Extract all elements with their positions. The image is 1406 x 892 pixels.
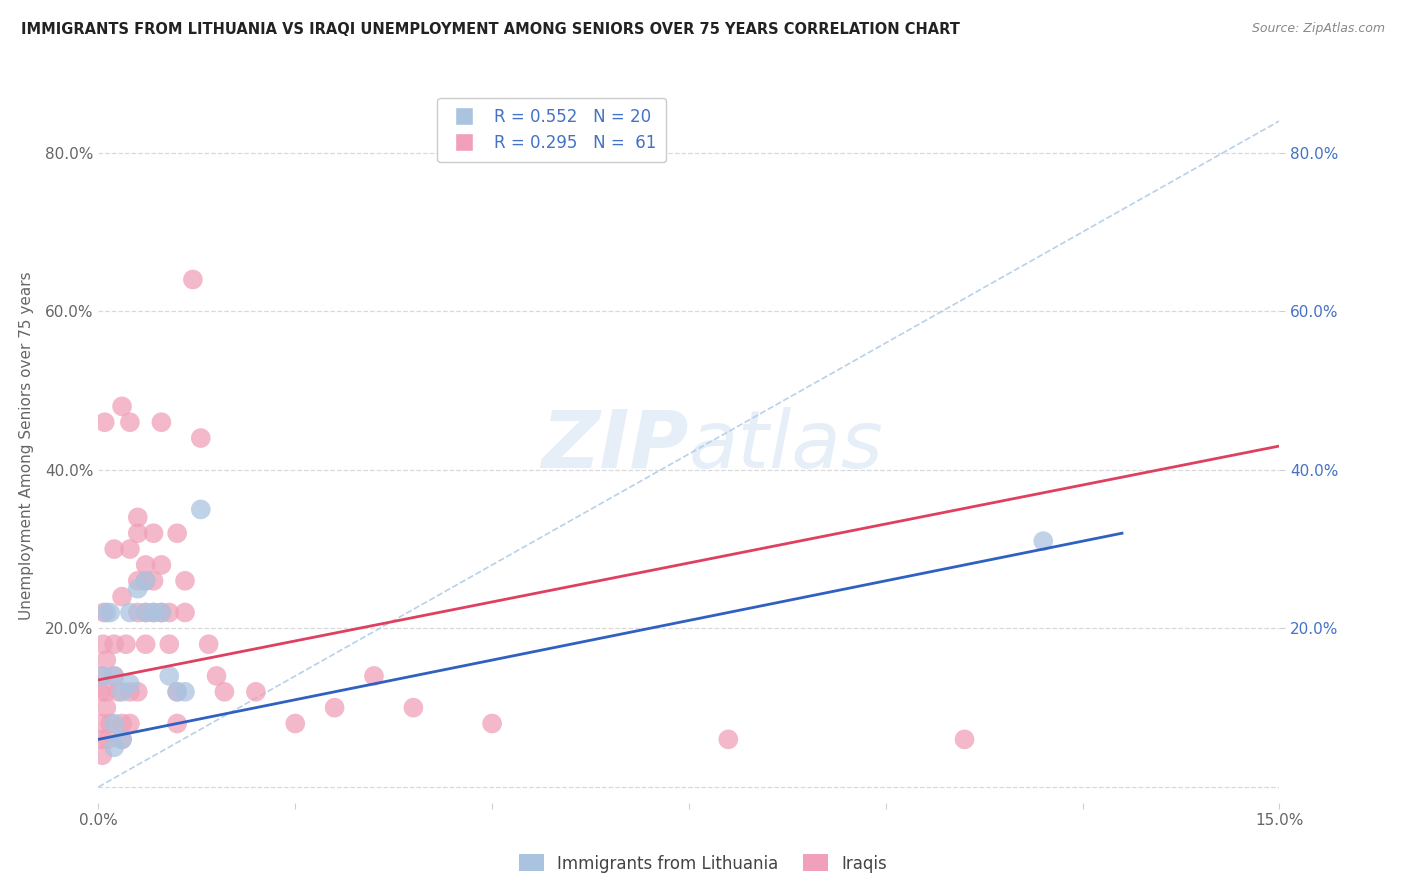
Point (142, 606, 165, 620)
Point (166, 526, 188, 541)
Point (717, 732, 740, 747)
Point (190, 502, 212, 516)
Point (115, 637, 138, 651)
Point (127, 526, 149, 541)
Point (150, 606, 173, 620)
Point (135, 606, 157, 620)
Point (91, 732, 114, 747)
Point (96, 685, 118, 699)
Point (111, 716, 134, 731)
Point (96, 653, 118, 667)
Point (166, 716, 188, 731)
Point (111, 590, 134, 604)
Point (284, 716, 307, 731)
Point (142, 606, 165, 620)
Point (118, 677, 141, 691)
Point (111, 732, 134, 747)
Point (91, 637, 114, 651)
Legend: R = 0.552   N = 20, R = 0.295   N =  61: R = 0.552 N = 20, R = 0.295 N = 61 (437, 97, 666, 161)
Point (127, 510, 149, 524)
Text: ZIP: ZIP (541, 407, 689, 485)
Point (118, 415, 141, 429)
Point (214, 685, 236, 699)
Point (142, 526, 165, 541)
Text: Source: ZipAtlas.com: Source: ZipAtlas.com (1251, 22, 1385, 36)
Point (90, 716, 112, 731)
Point (98, 716, 121, 731)
Point (142, 574, 165, 588)
Point (157, 606, 180, 620)
Point (97, 732, 120, 747)
Point (111, 732, 134, 747)
Point (363, 669, 385, 683)
Point (150, 606, 173, 620)
Point (127, 685, 149, 699)
Y-axis label: Unemployment Among Seniors over 75 years: Unemployment Among Seniors over 75 years (18, 272, 34, 620)
Text: IMMIGRANTS FROM LITHUANIA VS IRAQI UNEMPLOYMENT AMONG SENIORS OVER 75 YEARS CORR: IMMIGRANTS FROM LITHUANIA VS IRAQI UNEMP… (21, 22, 960, 37)
Point (90, 685, 112, 699)
Point (91, 669, 114, 683)
Point (174, 685, 197, 699)
Point (93, 606, 115, 620)
Point (118, 542, 141, 557)
Point (98, 606, 121, 620)
Text: atlas: atlas (689, 407, 884, 485)
Point (103, 542, 125, 557)
Point (481, 716, 503, 731)
Point (135, 574, 157, 588)
Point (103, 716, 125, 731)
Point (103, 637, 125, 651)
Point (166, 685, 188, 699)
Point (96, 606, 118, 620)
Point (135, 637, 157, 651)
Point (190, 431, 212, 445)
Point (174, 574, 197, 588)
Point (111, 400, 134, 414)
Point (953, 732, 976, 747)
Point (1032, 534, 1054, 549)
Point (150, 415, 173, 429)
Point (166, 685, 188, 699)
Point (323, 700, 346, 714)
Point (135, 574, 157, 588)
Point (93, 415, 115, 429)
Point (157, 669, 180, 683)
Point (127, 582, 149, 596)
Point (127, 574, 149, 588)
Point (197, 637, 219, 651)
Point (118, 685, 141, 699)
Point (181, 272, 204, 286)
Point (245, 685, 267, 699)
Point (96, 700, 118, 714)
Point (111, 685, 134, 699)
Point (157, 637, 180, 651)
Point (135, 606, 157, 620)
Point (150, 558, 173, 572)
Point (107, 685, 129, 699)
Point (103, 669, 125, 683)
Point (127, 606, 149, 620)
Point (205, 669, 228, 683)
Point (89, 669, 111, 683)
Legend: Immigrants from Lithuania, Iraqis: Immigrants from Lithuania, Iraqis (512, 847, 894, 880)
Point (103, 740, 125, 755)
Point (135, 558, 157, 572)
Point (103, 669, 125, 683)
Point (91, 748, 114, 763)
Point (118, 716, 141, 731)
Point (174, 606, 197, 620)
Point (402, 700, 425, 714)
Point (118, 606, 141, 620)
